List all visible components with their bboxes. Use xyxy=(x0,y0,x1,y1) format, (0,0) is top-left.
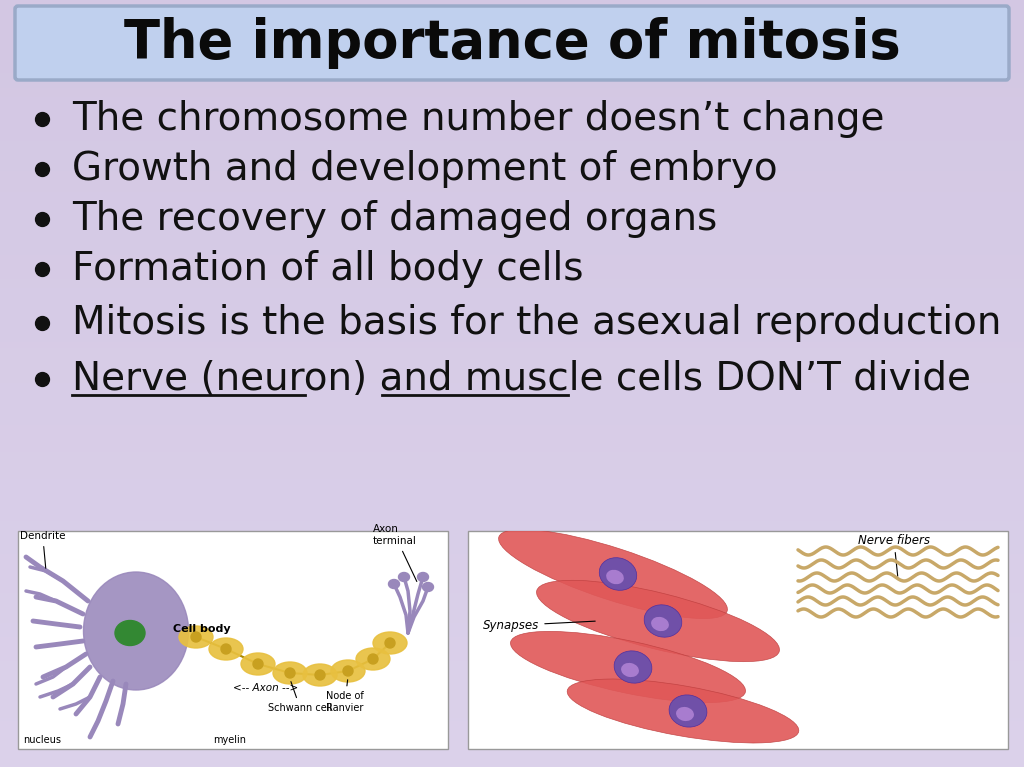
Ellipse shape xyxy=(622,663,639,677)
Ellipse shape xyxy=(331,660,365,682)
Ellipse shape xyxy=(599,558,637,591)
Circle shape xyxy=(221,644,231,654)
Ellipse shape xyxy=(418,572,428,581)
Ellipse shape xyxy=(499,529,727,618)
Ellipse shape xyxy=(115,621,145,646)
Text: Nerve (neuron) and muscle cells DON’T divide: Nerve (neuron) and muscle cells DON’T di… xyxy=(72,360,971,398)
Circle shape xyxy=(285,668,295,678)
Circle shape xyxy=(385,638,395,648)
Text: The chromosome number doesn’t change: The chromosome number doesn’t change xyxy=(72,100,885,138)
Text: Nerve fibers: Nerve fibers xyxy=(858,534,930,576)
Ellipse shape xyxy=(614,651,652,683)
Text: Node of
Ranvier: Node of Ranvier xyxy=(326,680,364,713)
Text: Synapses: Synapses xyxy=(483,619,595,632)
Text: The importance of mitosis: The importance of mitosis xyxy=(124,17,900,69)
Ellipse shape xyxy=(567,679,799,743)
Ellipse shape xyxy=(241,653,275,675)
Ellipse shape xyxy=(398,572,410,581)
Ellipse shape xyxy=(606,570,624,584)
FancyBboxPatch shape xyxy=(468,531,1008,749)
Text: Dendrite: Dendrite xyxy=(20,531,66,568)
Ellipse shape xyxy=(511,631,745,703)
FancyBboxPatch shape xyxy=(15,6,1009,80)
Circle shape xyxy=(343,666,353,676)
FancyBboxPatch shape xyxy=(18,531,449,749)
Circle shape xyxy=(191,632,201,642)
Circle shape xyxy=(253,659,263,669)
Ellipse shape xyxy=(356,648,390,670)
Text: Mitosis is the basis for the asexual reproduction: Mitosis is the basis for the asexual rep… xyxy=(72,304,1001,342)
Text: The recovery of damaged organs: The recovery of damaged organs xyxy=(72,200,717,238)
Text: Cell body: Cell body xyxy=(173,624,230,634)
Ellipse shape xyxy=(373,632,407,654)
Ellipse shape xyxy=(209,638,243,660)
Ellipse shape xyxy=(273,662,307,684)
Ellipse shape xyxy=(669,695,707,727)
Ellipse shape xyxy=(423,582,433,591)
Text: nucleus: nucleus xyxy=(23,735,61,745)
Ellipse shape xyxy=(676,707,694,721)
Text: Formation of all body cells: Formation of all body cells xyxy=(72,250,584,288)
Text: <-- Axon -->: <-- Axon --> xyxy=(233,683,299,693)
Ellipse shape xyxy=(179,626,213,648)
Ellipse shape xyxy=(84,572,188,690)
Circle shape xyxy=(315,670,325,680)
Text: Growth and development of embryo: Growth and development of embryo xyxy=(72,150,777,188)
Ellipse shape xyxy=(388,580,399,588)
Circle shape xyxy=(368,654,378,664)
Ellipse shape xyxy=(537,581,779,662)
Text: myelin: myelin xyxy=(213,735,246,745)
Ellipse shape xyxy=(303,664,337,686)
Ellipse shape xyxy=(651,617,669,631)
Ellipse shape xyxy=(644,605,682,637)
Text: Schwann cell: Schwann cell xyxy=(268,682,332,713)
Text: Axon
terminal: Axon terminal xyxy=(373,525,417,581)
